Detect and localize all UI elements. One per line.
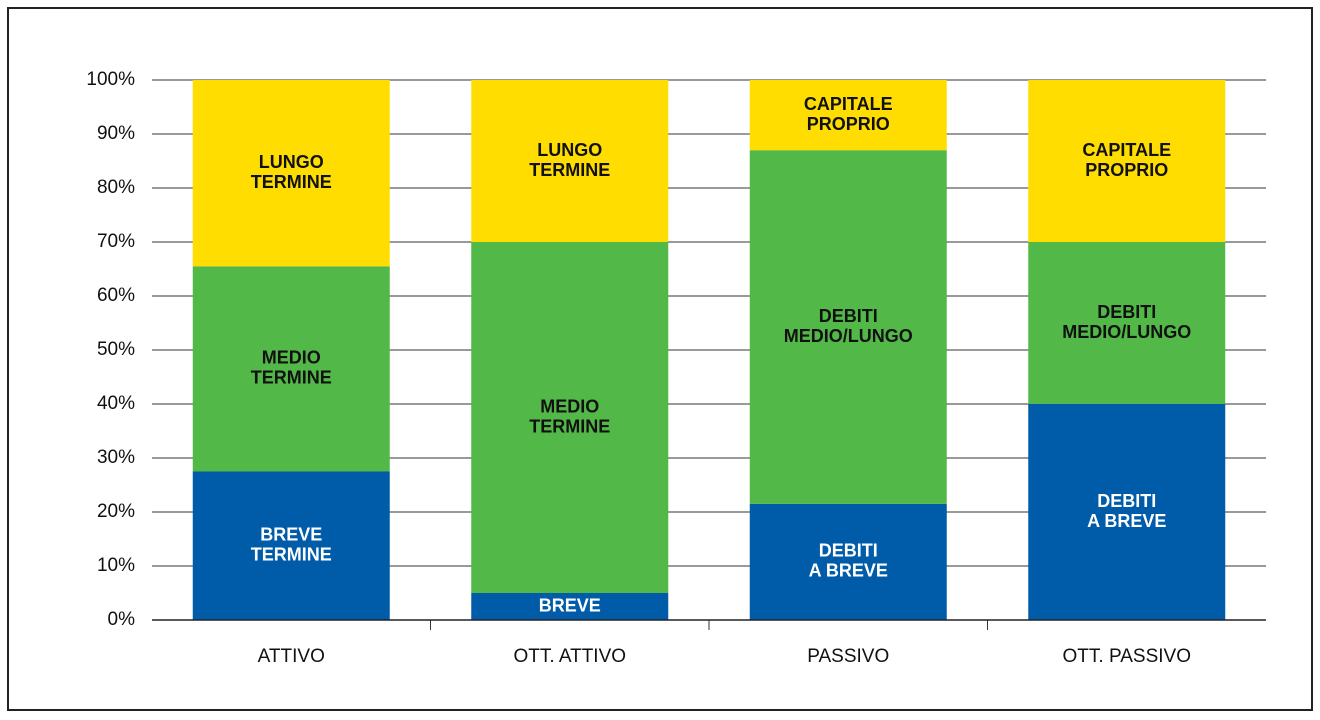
segment-label: LUNGO (537, 140, 602, 160)
bar-segment (1028, 404, 1226, 620)
bar-segment (471, 80, 669, 242)
segment-label: DEBITI (1097, 491, 1156, 511)
segment-label: TERMINE (529, 416, 610, 436)
bar-segment (1028, 80, 1226, 242)
segment-label: TERMINE (529, 160, 610, 180)
segment-label: MEDIO (262, 348, 321, 368)
segment-label: A BREVE (809, 561, 888, 581)
bar-segment (192, 80, 390, 267)
y-tick-label: 70% (97, 231, 135, 252)
segment-label: A BREVE (1087, 511, 1166, 531)
segment-label: TERMINE (251, 545, 332, 565)
segment-label: DEBITI (1097, 302, 1156, 322)
segment-label: CAPITALE (804, 94, 893, 114)
y-tick-label: 40% (97, 393, 135, 414)
segment-label: LUNGO (259, 152, 324, 172)
y-tick-label: 100% (86, 69, 135, 90)
segment-label: MEDIO/LUNGO (784, 326, 913, 346)
segment-label: PROPRIO (1085, 160, 1168, 180)
bar-segment (192, 266, 390, 472)
segment-label: CAPITALE (1082, 140, 1171, 160)
y-tick-label: 60% (97, 285, 135, 306)
bar-segment (749, 150, 947, 504)
x-tick-label: OTT. PASSIVO (1063, 646, 1191, 667)
y-tick-label: 90% (97, 123, 135, 144)
x-tick-label: OTT. ATTIVO (513, 646, 626, 667)
segment-label: MEDIO/LUNGO (1062, 322, 1191, 342)
bar-segment (1028, 242, 1226, 404)
bar-segment (471, 242, 669, 593)
y-tick-label: 50% (97, 339, 135, 360)
y-tick-label: 30% (97, 447, 135, 468)
segment-label: PROPRIO (807, 114, 890, 134)
segment-label: TERMINE (251, 368, 332, 388)
bar-segment (471, 593, 669, 620)
bar-segment (192, 471, 390, 620)
y-tick-label: 20% (97, 501, 135, 522)
y-tick-label: 10% (97, 555, 135, 576)
x-tick-label: PASSIVO (807, 646, 889, 667)
bar-segment (749, 80, 947, 151)
x-tick-label: ATTIVO (258, 646, 325, 667)
segment-label: MEDIO (540, 396, 599, 416)
segment-label: DEBITI (819, 306, 878, 326)
y-tick-label: 80% (97, 177, 135, 198)
segment-label: BREVE (260, 525, 322, 545)
bar-segment (749, 503, 947, 620)
segment-label: BREVE (539, 595, 601, 615)
segment-label: DEBITI (819, 541, 878, 561)
segment-label: TERMINE (251, 172, 332, 192)
y-tick-label: 0% (108, 609, 136, 630)
